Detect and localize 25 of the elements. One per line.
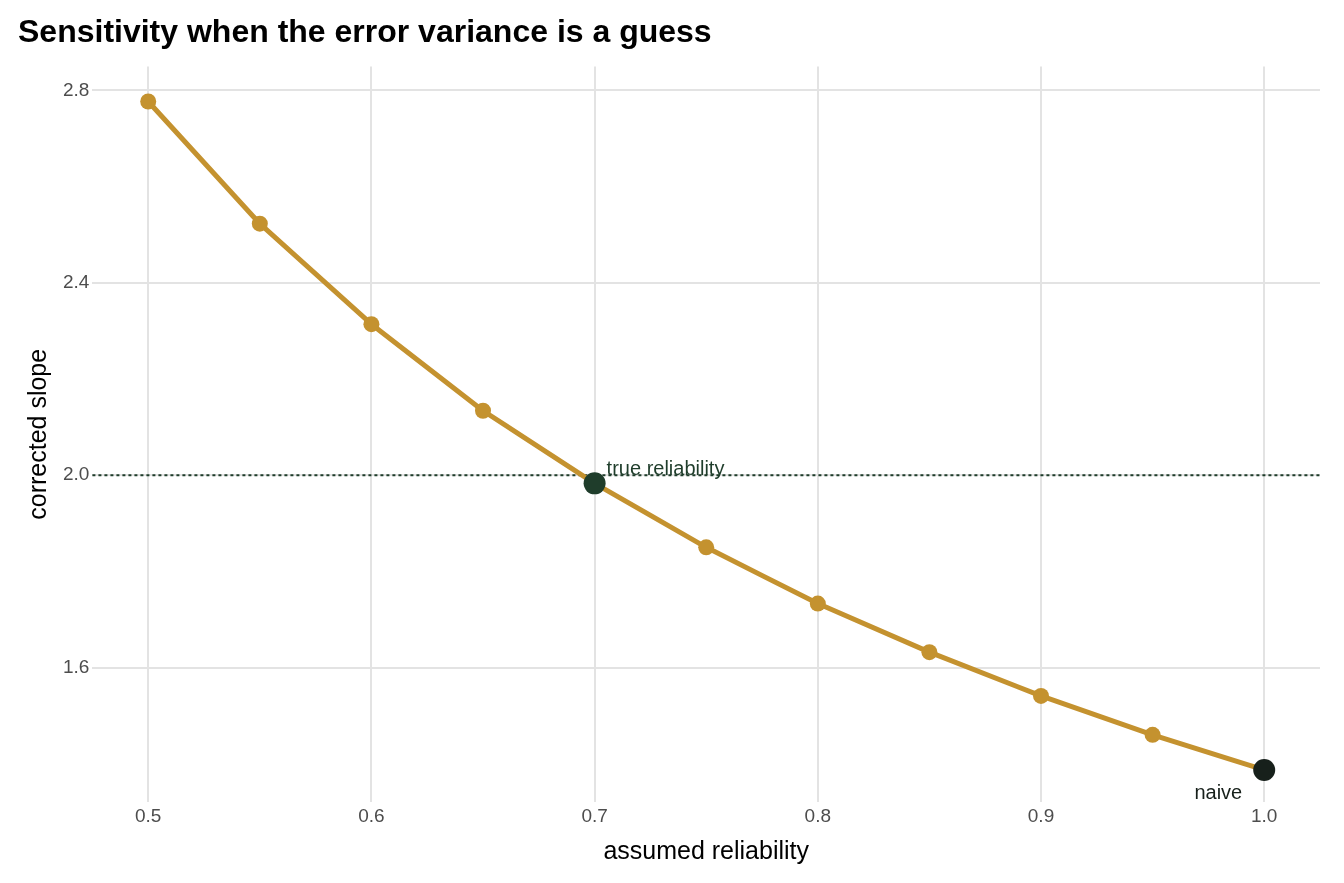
point <box>1144 726 1161 743</box>
x-tick-label: 0.8 <box>804 804 832 826</box>
point <box>251 215 268 232</box>
point <box>363 316 380 333</box>
annotation: true reliability <box>606 456 725 479</box>
y-tick-label: 1.6 <box>62 655 90 677</box>
x-axis-title: assumed reliability <box>603 835 810 864</box>
point <box>475 402 492 419</box>
chart-title: Sensitivity when the error variance is a guess <box>18 13 712 50</box>
y-tick-label: 2.4 <box>62 271 90 293</box>
y-tick-label: 2.8 <box>62 78 90 100</box>
x-tick-label: 0.6 <box>358 804 385 826</box>
x-tick-label: 0.5 <box>135 804 162 826</box>
y-axis-title: corrected slope <box>22 348 51 520</box>
point <box>809 595 826 612</box>
x-tick-label: 0.7 <box>581 804 608 826</box>
x-tick-label: 0.9 <box>1027 804 1055 826</box>
point <box>698 539 715 556</box>
annotation: naive <box>1194 781 1243 804</box>
y-tick-label: 2.0 <box>62 463 90 485</box>
point <box>140 93 157 110</box>
point <box>1253 758 1276 781</box>
point <box>921 644 938 661</box>
x-tick-label: 1.0 <box>1250 804 1278 826</box>
point <box>1033 687 1049 704</box>
